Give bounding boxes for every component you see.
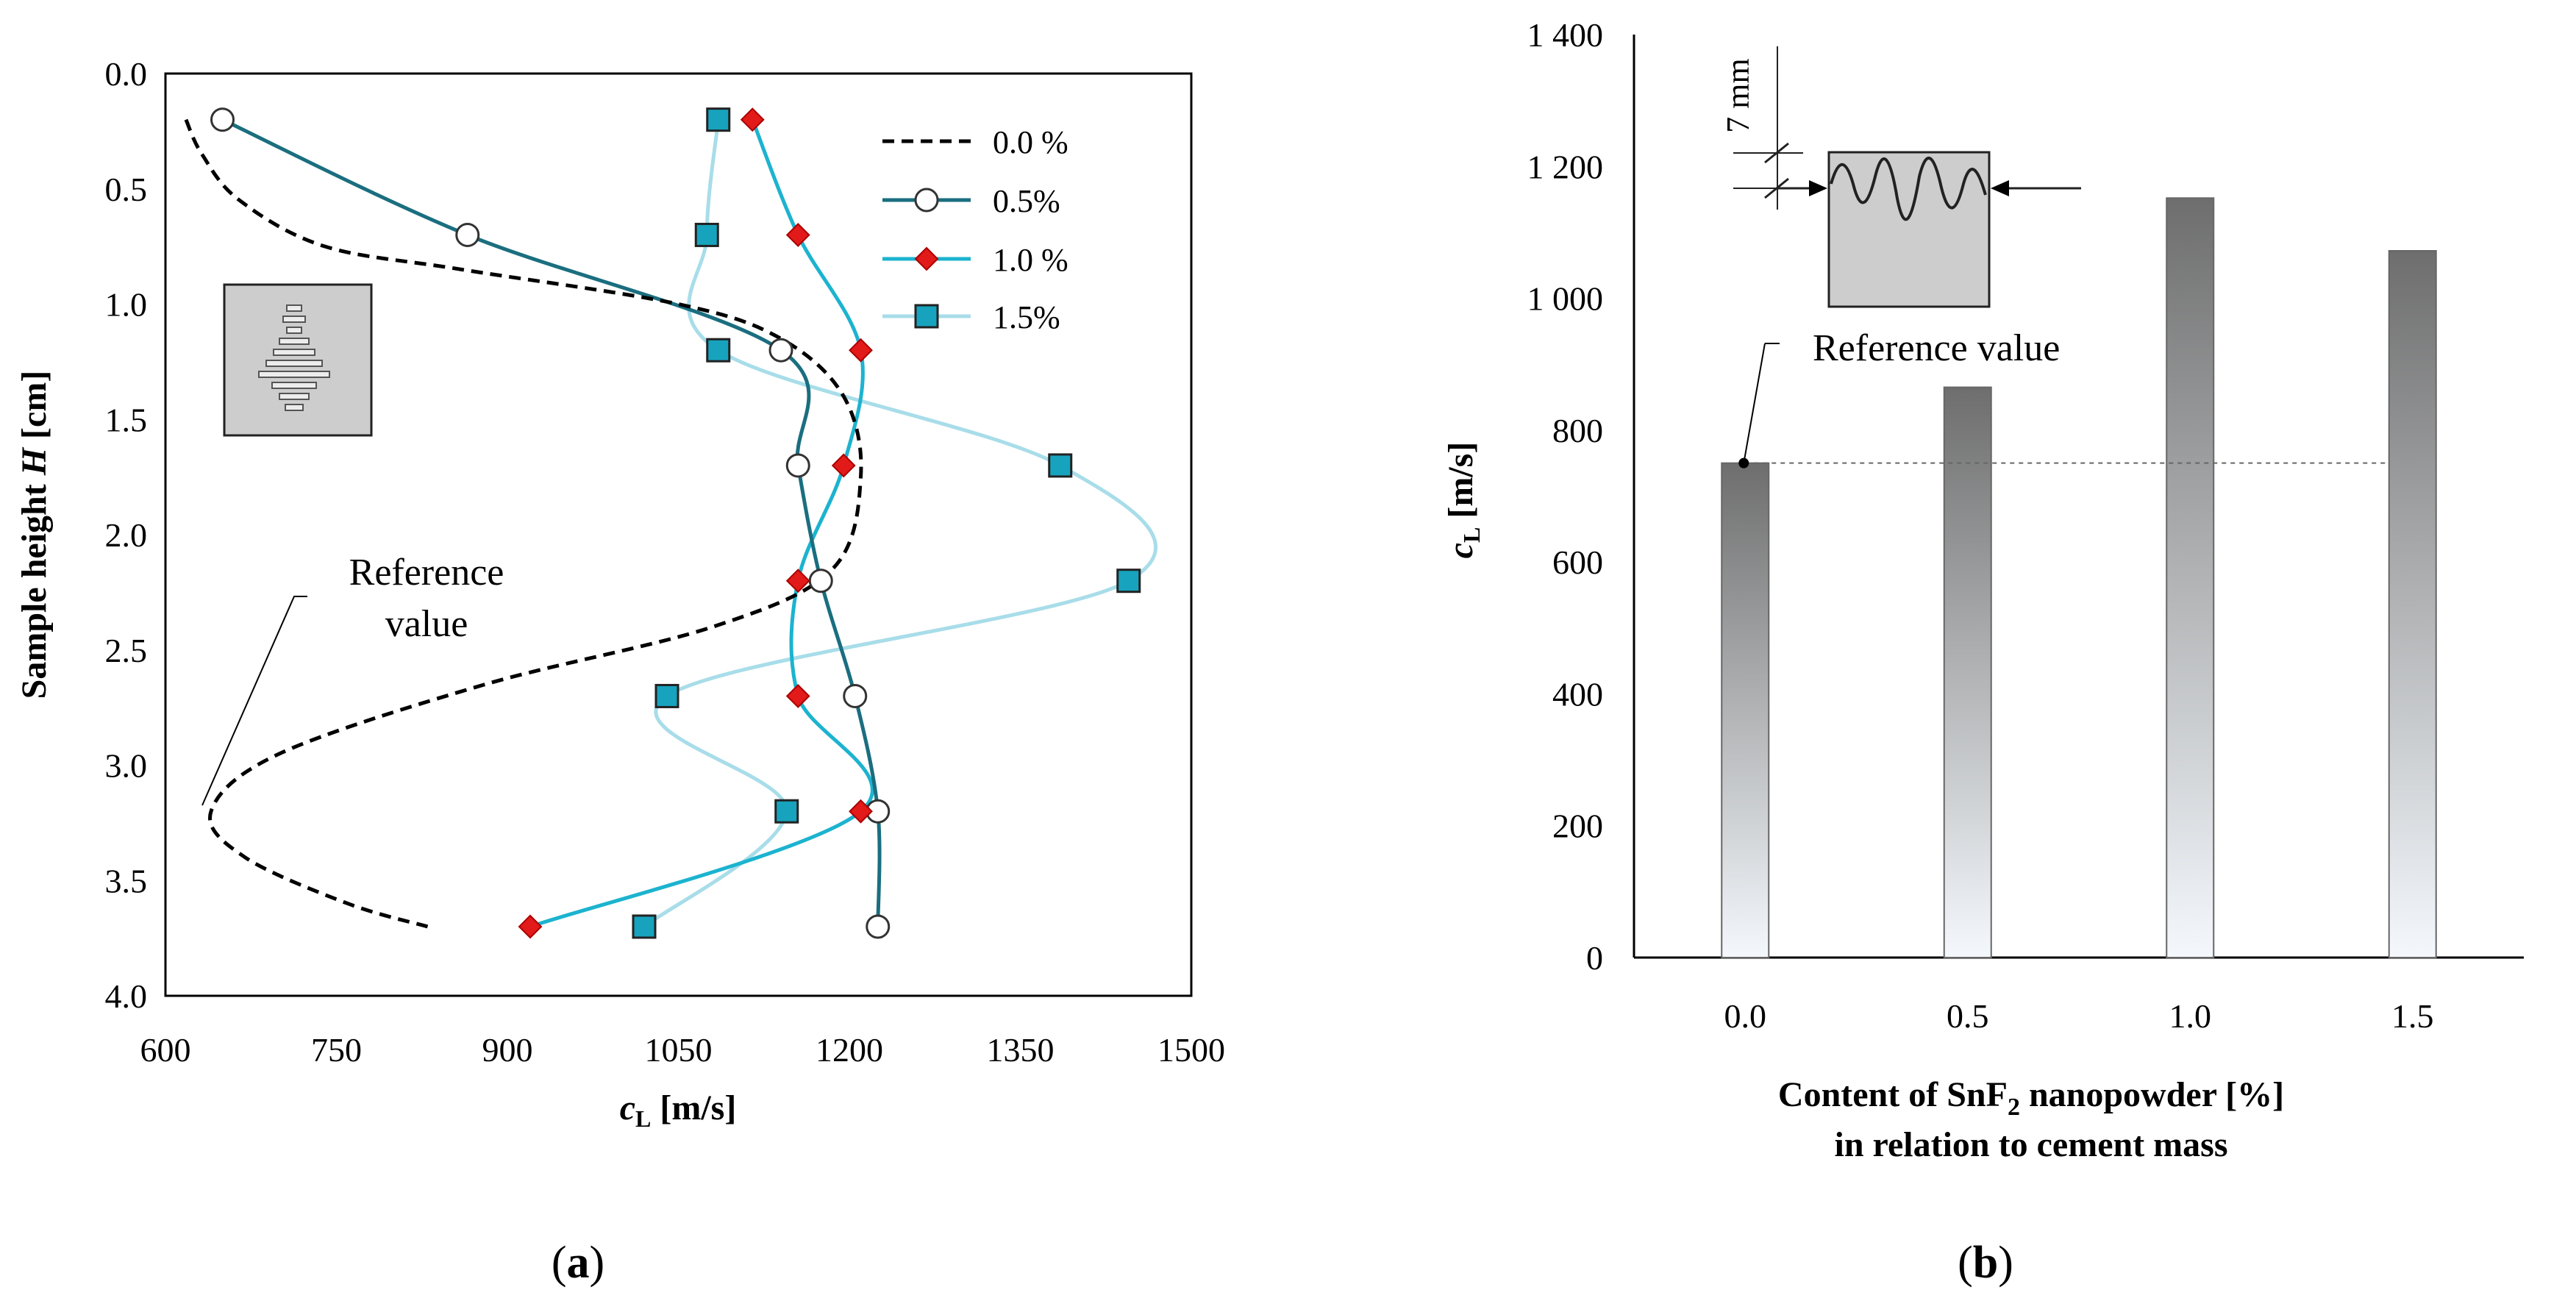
plot-area-frame xyxy=(164,72,1193,997)
y-axis-label: Sample height H [cm] xyxy=(15,371,54,699)
y-tick-label: 1 000 xyxy=(1527,280,1604,318)
bar-1.5 xyxy=(2388,250,2437,958)
y-tick-label: 400 xyxy=(1552,675,1603,713)
legend-item-2: 1.0 % xyxy=(882,242,1068,278)
data-point xyxy=(785,568,810,594)
x-tick-label: 1050 xyxy=(645,1031,713,1069)
data-point xyxy=(210,107,235,132)
svg-text:value: value xyxy=(385,603,468,645)
x-tick-label: 1.0 xyxy=(2169,997,2212,1035)
bar-1.0 xyxy=(2166,197,2215,958)
bar-0.0 xyxy=(1721,462,1770,958)
y-tick-label: 3.0 xyxy=(105,747,148,785)
y-tick-label: 0.5 xyxy=(105,171,148,208)
reference-annotation: Reference value xyxy=(201,552,504,806)
x-tick-label: 0.0 xyxy=(1724,997,1767,1035)
data-point xyxy=(518,914,543,939)
legend-item-3: 1.5% xyxy=(882,299,1060,335)
data-point xyxy=(785,453,810,478)
legend: 0.0 % 0.5% 1.0 % 1.5% xyxy=(882,124,1068,335)
y-tick-label: 600 xyxy=(1552,543,1603,581)
data-point xyxy=(785,684,810,708)
y-axis-label: cL [m/s] xyxy=(1441,442,1485,559)
y-tick-label: 4.0 xyxy=(105,977,148,1015)
data-point xyxy=(1116,568,1141,594)
svg-text:1.5%: 1.5% xyxy=(993,299,1060,335)
y-tick-label: 0.0 xyxy=(105,55,148,93)
sample-inset-icon xyxy=(223,283,373,437)
x-axis-label-line1: Content of SnF2 nanopowder [%] xyxy=(1778,1075,2284,1121)
x-tick-label: 1200 xyxy=(816,1031,883,1069)
y-tick-labels: 0 200 400 600 800 1 000 1 200 1 400 xyxy=(1527,16,1604,977)
x-tick-label: 0.5 xyxy=(1947,997,1989,1035)
data-point xyxy=(849,338,873,363)
data-point xyxy=(774,799,799,824)
y-tick-label: 0 xyxy=(1586,939,1603,977)
x-tick-label: 1500 xyxy=(1157,1031,1225,1069)
data-point xyxy=(455,222,480,247)
y-tick-labels: 0.0 0.5 1.0 1.5 2.0 2.5 3.0 3.5 4.0 xyxy=(105,55,148,1015)
panel-label-b: (b) xyxy=(1958,1238,2013,1288)
x-axis-label: cL [m/s] xyxy=(620,1088,737,1132)
y-tick-label: 1.5 xyxy=(105,401,148,438)
bar-0.5 xyxy=(1943,386,1992,958)
y-tick-label: 2.5 xyxy=(105,632,148,669)
legend-item-1: 0.5% xyxy=(882,183,1060,219)
svg-text:Reference: Reference xyxy=(349,552,504,594)
panel-label-a: (a) xyxy=(552,1238,604,1288)
series-line-0 xyxy=(184,118,863,929)
y-tick-label: 200 xyxy=(1552,808,1603,845)
data-point xyxy=(632,914,657,939)
data-point xyxy=(694,222,719,247)
y-tick-label: 1 200 xyxy=(1527,148,1604,185)
reference-value-label: Reference value xyxy=(1813,327,2060,369)
data-point xyxy=(831,453,856,478)
series-line-3 xyxy=(643,119,1157,928)
y-tick-label: 3.5 xyxy=(105,862,148,899)
specimen-inset-icon: 7 mm xyxy=(1720,46,2081,308)
series-markers xyxy=(210,107,1141,939)
data-point xyxy=(808,568,833,594)
reference-leader-diagonal xyxy=(1743,343,1766,463)
y-tick-label: 1.0 xyxy=(105,286,148,324)
x-tick-label: 600 xyxy=(140,1031,191,1069)
x-axis-label-line2: in relation to cement mass xyxy=(1834,1125,2227,1164)
data-point xyxy=(1048,453,1073,478)
panel-a-line-chart: 0.0 0.5 1.0 1.5 2.0 2.5 3.0 3.5 4.0 600 750 900 105… xyxy=(15,55,1225,1288)
svg-text:1.0 %: 1.0 % xyxy=(993,242,1068,278)
data-point xyxy=(654,683,679,708)
data-point xyxy=(849,799,873,824)
data-point xyxy=(785,223,810,247)
x-tick-labels: 600 750 900 1050 1200 1350 1500 xyxy=(140,1031,1226,1069)
data-point xyxy=(768,338,793,363)
reference-line-group xyxy=(1738,457,2389,468)
y-tick-label: 1 400 xyxy=(1527,16,1604,54)
bars xyxy=(1721,197,2437,958)
data-point xyxy=(843,683,868,708)
x-tick-label: 750 xyxy=(311,1031,362,1069)
x-tick-label: 900 xyxy=(482,1031,533,1069)
svg-text:7 mm: 7 mm xyxy=(1720,58,1756,132)
svg-text:0.0 %: 0.0 % xyxy=(993,124,1068,160)
series-lines xyxy=(184,118,1157,929)
x-tick-label: 1.5 xyxy=(2391,997,2434,1035)
x-tick-labels: 0.0 0.5 1.0 1.5 xyxy=(1724,997,2434,1035)
data-point xyxy=(706,107,731,132)
data-point xyxy=(740,107,765,132)
svg-text:0.5%: 0.5% xyxy=(993,183,1060,219)
legend-item-0: 0.0 % xyxy=(882,124,1068,160)
data-point xyxy=(866,914,891,939)
data-point xyxy=(706,338,731,363)
panel-b-bar-chart: 0 200 400 600 800 1 000 1 200 1 400 0.0 0.5 1.0 1.… xyxy=(1441,16,2524,1288)
y-tick-label: 2.0 xyxy=(105,516,148,554)
x-tick-label: 1350 xyxy=(987,1031,1055,1069)
y-tick-label: 800 xyxy=(1552,412,1603,449)
